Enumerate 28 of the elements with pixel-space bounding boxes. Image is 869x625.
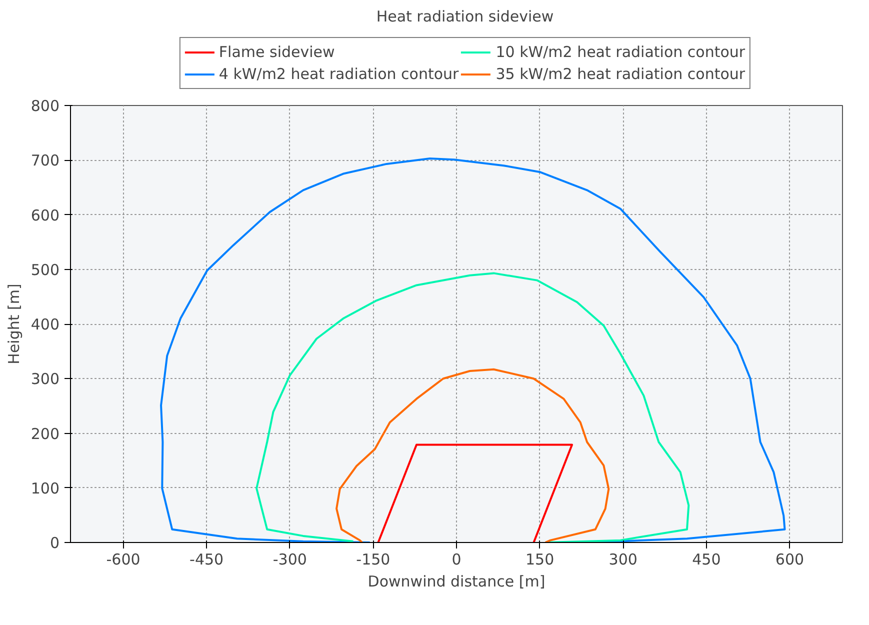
y-tick-label: 100 (30, 479, 60, 498)
legend-label: 10 kW/m2 heat radiation contour (496, 42, 746, 60)
x-tick-label: 150 (525, 550, 554, 568)
y-tick-label: 500 (30, 260, 60, 279)
x-tick-label: -600 (106, 550, 140, 568)
line-series (336, 368, 610, 542)
legend-label: 4 kW/m2 heat radiation contour (218, 64, 459, 82)
y-tick-label: 300 (30, 370, 60, 388)
x-tick-label: 300 (608, 550, 638, 568)
x-tick-label: -450 (190, 550, 224, 568)
y-tick-label: 0 (50, 534, 60, 552)
line-series (256, 272, 690, 542)
x-tick-label: 450 (692, 550, 721, 568)
chart-title: Heat radiation sideview (376, 8, 554, 26)
y-tick-label: 400 (30, 316, 60, 334)
x-tick-label: -150 (356, 550, 390, 568)
x-tick-label: 0 (452, 550, 462, 568)
x-tick-label: -300 (272, 550, 307, 568)
legend-label: Flame sideview (218, 42, 335, 60)
y-tick-label: 800 (30, 97, 60, 115)
x-axis-title: Downwind distance [m] (368, 572, 546, 590)
legend-label: 35 kW/m2 heat radiation contour (496, 64, 746, 82)
x-tick-label: 600 (775, 550, 804, 568)
y-axis-title: Height [m] (4, 284, 23, 364)
y-tick-label: 600 (30, 206, 60, 224)
y-tick-label: 700 (30, 152, 60, 170)
y-tick-label: 200 (30, 424, 60, 443)
line-series (160, 157, 786, 542)
